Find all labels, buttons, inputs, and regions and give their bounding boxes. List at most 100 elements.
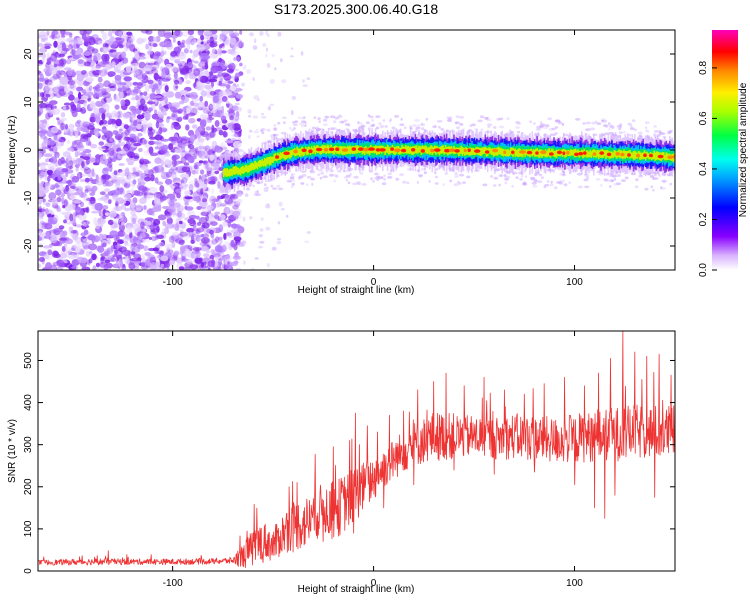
spectrogram-noise-cell	[212, 249, 218, 256]
spectrogram-noise-cell	[131, 96, 136, 101]
spectrogram-noise-cell	[114, 181, 121, 190]
spectrogram-noise-cell	[130, 244, 136, 250]
spectrogram-noise-cell	[254, 257, 259, 260]
spectrogram-noise-cell	[204, 100, 209, 107]
spectrogram-noise-cell	[107, 147, 114, 151]
spectrogram-noise-cell	[262, 42, 267, 48]
spectrogram-noise-cell	[38, 107, 44, 115]
spectrogram-noise-cell	[122, 237, 129, 243]
spectrogram-noise-cell	[188, 117, 196, 124]
spectrogram-noise-cell	[208, 180, 216, 185]
spectrogram-noise-cell	[132, 223, 141, 231]
spectrogram-noise-cell	[234, 30, 238, 35]
spectrogram-noise-cell	[208, 131, 215, 139]
spectrogram-noise-cell	[145, 30, 153, 35]
spectrogram-noise-cell	[210, 162, 219, 167]
spectrogram-noise-cell	[70, 230, 77, 234]
spectrogram-noise-cell	[81, 173, 87, 177]
spectrogram-noise-cell	[184, 201, 189, 206]
spectrogram-noise-cell	[55, 168, 61, 175]
spectrogram-noise-cell	[44, 245, 53, 251]
spectrogram-noise-cell	[129, 237, 134, 244]
spectrogram-noise-cell	[180, 152, 185, 157]
spectrogram-noise-cell	[61, 246, 66, 252]
spectrogram-noise-cell	[123, 193, 132, 199]
spectrogram-noise-cell	[235, 251, 239, 259]
spectrogram-noise-cell	[260, 217, 264, 222]
spectrogram-noise-cell	[267, 33, 270, 37]
spectrogram-noise-cell	[160, 255, 169, 262]
spectrogram-noise-cell	[249, 32, 254, 37]
spectrogram-noise-cell	[62, 151, 71, 158]
spectrogram-noise-cell	[68, 94, 75, 101]
spectrogram-noise-cell	[210, 221, 218, 227]
spectrogram-noise-cell	[75, 162, 81, 168]
spectrogram-trace-peak	[323, 148, 329, 152]
spectrogram-noise-cell	[145, 43, 149, 50]
spectrogram-noise-cell	[170, 65, 178, 72]
spectrogram-noise-cell	[194, 85, 202, 90]
spectrogram-noise-cell	[154, 177, 159, 184]
spectrogram-noise-cell	[178, 64, 186, 71]
spectrogram-noise-cell	[196, 227, 205, 233]
spectrogram-noise-cell	[201, 222, 210, 229]
spectrogram-noise-cell	[38, 34, 42, 39]
spectrogram-noise-cell	[147, 45, 153, 51]
spectrogram-noise-cell	[77, 80, 85, 86]
spectrogram-noise-cell	[231, 64, 238, 67]
spectrogram-noise-cell	[148, 186, 158, 195]
spectrogram-noise-cell	[53, 253, 61, 259]
spectrogram-noise-cell	[269, 79, 275, 84]
spectrogram-noise-cell	[72, 54, 80, 60]
spectrogram-noise-cell	[220, 115, 227, 122]
spectrogram-noise-cell	[167, 206, 176, 213]
spectrogram-noise-cell	[132, 167, 136, 173]
spectrogram-noise-cell	[50, 109, 56, 115]
spectrogram-noise-cell	[271, 54, 275, 57]
spectrogram-noise-cell	[209, 254, 215, 260]
spectrogram-noise-cell	[81, 226, 87, 230]
spectrogram-noise-cell	[95, 64, 102, 69]
spectrogram-noise-cell	[85, 197, 95, 202]
spectrogram-noise-cell	[185, 124, 190, 131]
spectrogram-noise-cell	[224, 194, 229, 202]
spectrogram-noise-cell	[129, 106, 137, 112]
spectrogram-noise-cell	[44, 79, 53, 86]
spectrogram-noise-cell	[198, 145, 205, 150]
spectrogram-noise-cell	[259, 228, 264, 232]
spectrogram-noise-cell	[198, 160, 204, 164]
spectrogram-noise-cell	[109, 230, 119, 237]
spectrogram-noise-cell	[177, 142, 183, 148]
spectrogram-noise-cell	[190, 239, 195, 244]
spectrogram-noise-cell	[90, 143, 98, 149]
spectrogram-noise-cell	[200, 169, 205, 175]
spectrogram-noise-cell	[195, 262, 204, 270]
spectrogram-noise-cell	[113, 223, 118, 229]
spectrogram-noise-cell	[81, 161, 85, 169]
spectrogram-noise-cell	[276, 238, 282, 241]
spectrogram-noise-cell	[142, 91, 148, 96]
spectrogram-noise-cell	[235, 216, 239, 221]
spectrogram-noise-cell	[40, 162, 49, 166]
spectrogram-noise-cell	[64, 262, 73, 268]
spectrogram-noise-cell	[154, 250, 161, 255]
spectrogram-noise-cell	[236, 84, 239, 87]
spectrogram-noise-cell	[56, 141, 62, 149]
spectrogram-noise-cell	[38, 230, 43, 236]
spectrogram-noise-cell	[101, 135, 108, 140]
spectrogram-noise-cell	[59, 119, 65, 124]
spectrogram-noise-cell	[60, 122, 66, 131]
spectrogram-noise-cell	[133, 142, 142, 147]
spectrogram-noise-cell	[236, 54, 241, 62]
spectrogram-noise-cell	[114, 249, 118, 255]
spectrogram-noise-cell	[144, 176, 152, 182]
spectrogram-noise-cell	[89, 251, 93, 255]
spectrogram-noise-cell	[282, 116, 287, 120]
spectrogram-noise-cell	[193, 60, 199, 64]
spectrogram-noise-cell	[107, 71, 116, 77]
spectrogram-noise-cell	[206, 167, 213, 175]
spectrogram-noise-cell	[51, 30, 59, 35]
spectrogram-noise-cell	[63, 243, 68, 248]
spectrogram-noise-cell	[117, 176, 126, 183]
